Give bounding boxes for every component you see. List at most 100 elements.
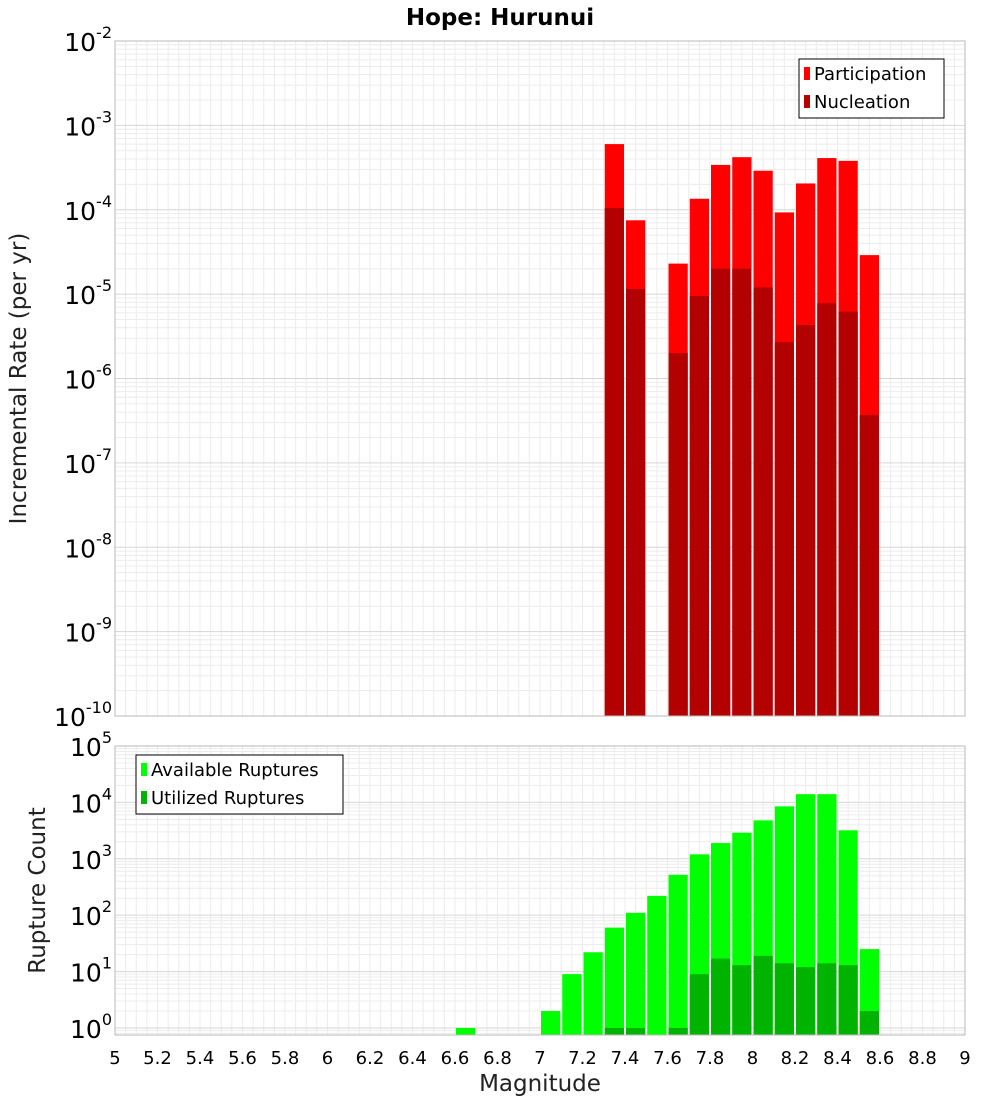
y-tick-label: 100 — [70, 1010, 112, 1044]
bar-nucleation — [732, 268, 752, 716]
bar-nucleation — [668, 353, 688, 716]
legend-label: Nucleation — [814, 92, 910, 113]
x-tick-label: 5.8 — [271, 1048, 300, 1069]
x-tick-label: 7.2 — [568, 1048, 597, 1069]
bar-nucleation — [838, 311, 858, 716]
y-tick-label-exponent: 3 — [102, 841, 112, 860]
y-tick-label: 10-3 — [64, 107, 112, 141]
y-tick-label-exponent: -5 — [96, 276, 112, 295]
y-tick-label: 102 — [70, 897, 112, 931]
bar-available-ruptures — [647, 895, 667, 1035]
y-tick-label-exponent: 4 — [102, 784, 112, 803]
chart-title: Hope: Hurunui — [406, 5, 594, 31]
bar-nucleation — [796, 325, 816, 716]
legend-box — [135, 754, 344, 815]
x-tick-label: 6.2 — [356, 1048, 385, 1069]
bar-nucleation — [774, 342, 794, 716]
x-tick-label: 7.4 — [611, 1048, 640, 1069]
legend: Available Ruptures Utilized Ruptures — [135, 754, 344, 815]
x-tick-label: 5.2 — [143, 1048, 172, 1069]
y-tick-label-exponent: -7 — [96, 445, 112, 464]
legend-swatch — [804, 67, 810, 80]
y-tick-label-exponent: -2 — [96, 23, 112, 42]
bar-available-ruptures — [668, 874, 688, 1035]
x-tick-label: 8.2 — [781, 1048, 810, 1069]
y-axis-label: Rupture Count — [25, 807, 51, 973]
bar-nucleation — [711, 268, 731, 716]
y-tick-label-exponent: -9 — [96, 614, 112, 633]
y-tick-label-exponent: 2 — [102, 897, 112, 916]
bar-nucleation — [817, 303, 837, 716]
bar-utilized-ruptures — [689, 974, 709, 1035]
bar-utilized-ruptures — [732, 965, 752, 1035]
bar-utilized-ruptures — [774, 963, 794, 1035]
bar-available-ruptures — [541, 1010, 561, 1035]
legend: Participation Nucleation — [798, 58, 945, 119]
legend-box — [798, 58, 945, 119]
x-tick-label: 5.4 — [186, 1048, 215, 1069]
y-tick-label: 105 — [70, 728, 112, 762]
y-tick-label: 10-5 — [64, 276, 112, 310]
x-tick-label: 8.6 — [866, 1048, 895, 1069]
bar-utilized-ruptures — [817, 963, 837, 1035]
bar-available-ruptures — [604, 927, 624, 1035]
bar-utilized-ruptures — [796, 967, 816, 1035]
x-tick-label: 6 — [322, 1048, 333, 1069]
bar-utilized-ruptures — [753, 955, 773, 1035]
y-tick-label-exponent: -4 — [96, 192, 112, 211]
y-tick-label-exponent: -8 — [96, 529, 112, 548]
legend-label: Utilized Ruptures — [151, 788, 304, 809]
bar-nucleation — [626, 289, 646, 716]
chart-panel-1: Available Ruptures Utilized Ruptures — [114, 745, 966, 1036]
bar-utilized-ruptures — [604, 1027, 624, 1035]
y-tick-label-exponent: 5 — [102, 728, 112, 747]
bar-available-ruptures — [583, 952, 603, 1035]
x-tick-label: 6.8 — [483, 1048, 512, 1069]
bar-utilized-ruptures — [668, 1027, 688, 1035]
plot-border — [114, 40, 966, 717]
x-tick-label: 8 — [747, 1048, 758, 1069]
bar-nucleation — [859, 414, 879, 716]
bar-utilized-ruptures — [626, 1027, 646, 1035]
y-tick-label: 10-7 — [64, 445, 112, 479]
y-tick-label-exponent: -3 — [96, 107, 112, 126]
x-tick-label: 6.6 — [441, 1048, 470, 1069]
y-tick-label: 10-6 — [64, 361, 112, 395]
bar-available-ruptures — [562, 974, 582, 1035]
bar-available-ruptures — [626, 912, 646, 1035]
bar-utilized-ruptures — [711, 958, 731, 1035]
plot-border — [114, 745, 966, 1036]
y-tick-label: 10-9 — [64, 614, 112, 648]
bar-nucleation — [689, 296, 709, 716]
chart-panel-0: Participation Nucleation — [114, 40, 966, 717]
y-tick-label: 101 — [70, 954, 112, 988]
y-tick-label-exponent: 1 — [102, 954, 112, 973]
x-axis-label: Magnitude — [479, 1071, 601, 1097]
y-tick-label: 10-8 — [64, 529, 112, 563]
bar-utilized-ruptures — [838, 965, 858, 1035]
legend-swatch — [141, 791, 147, 804]
y-tick-label: 10-4 — [64, 192, 112, 226]
x-tick-label: 6.4 — [398, 1048, 427, 1069]
y-tick-label: 10-10 — [54, 698, 112, 732]
y-tick-label-exponent: -10 — [86, 698, 112, 717]
x-tick-label: 7.6 — [653, 1048, 682, 1069]
bar-nucleation — [753, 287, 773, 716]
x-tick-label: 7.8 — [696, 1048, 725, 1069]
x-tick-label: 5.6 — [228, 1048, 257, 1069]
bar-utilized-ruptures — [859, 1010, 879, 1035]
legend-label: Available Ruptures — [151, 760, 319, 781]
y-tick-label-exponent: -6 — [96, 361, 112, 380]
legend-label: Participation — [814, 64, 926, 85]
y-tick-label: 10-2 — [64, 23, 112, 57]
y-tick-label: 103 — [70, 841, 112, 875]
x-tick-label: 8.8 — [908, 1048, 937, 1069]
x-tick-label: 8.4 — [823, 1048, 852, 1069]
y-tick-label-exponent: 0 — [102, 1010, 112, 1029]
x-tick-label: 5 — [109, 1048, 120, 1069]
legend-swatch — [141, 763, 147, 776]
y-tick-label: 104 — [70, 784, 112, 818]
bar-available-ruptures — [456, 1027, 476, 1035]
y-axis-label: Incremental Rate (per yr) — [6, 233, 32, 525]
